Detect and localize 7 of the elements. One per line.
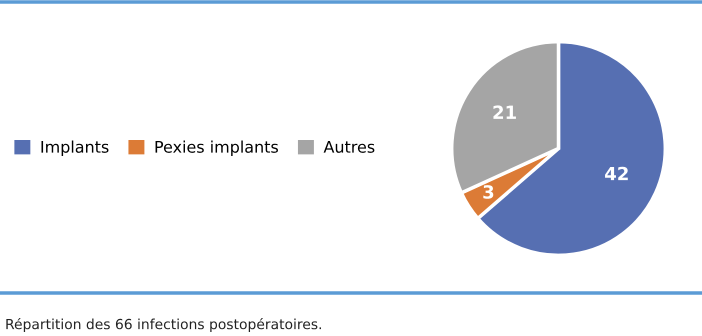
data-label: 21 [493, 105, 516, 119]
legend-label: Implants [42, 140, 108, 156]
legend-label: Autres [324, 141, 374, 153]
data-label: 42 [605, 166, 628, 180]
text: Répartition des 66 infections postopératoires. [6, 318, 321, 332]
data-label: 3 [483, 185, 494, 199]
legend-label: Pexies implants [156, 140, 278, 156]
